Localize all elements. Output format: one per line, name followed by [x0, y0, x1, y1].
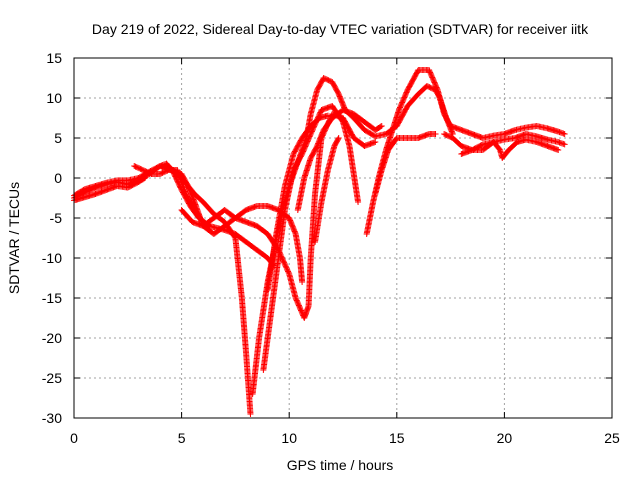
- data-point: [285, 269, 292, 276]
- y-tick-label: 15: [46, 50, 62, 66]
- y-tick-label: 0: [54, 170, 62, 186]
- series-trace-7: [294, 107, 385, 213]
- data-point: [372, 139, 379, 145]
- y-tick-label: -5: [50, 210, 63, 226]
- data-point: [307, 131, 314, 137]
- series-trace-2: [71, 163, 254, 417]
- data-point: [247, 411, 254, 417]
- data-point: [432, 131, 439, 137]
- y-tick-label: -15: [42, 290, 62, 306]
- data-point: [279, 255, 286, 262]
- data-point: [281, 260, 288, 267]
- data-point: [355, 199, 362, 205]
- y-tick-label: -20: [42, 330, 62, 346]
- plot-frame: [73, 57, 613, 419]
- y-tick-label: 5: [54, 130, 62, 146]
- tick-layer: 0 5 10 15 20 25 -30 -25 -20 -15 -10 -5 0 5 10 15: [42, 50, 620, 446]
- data-point: [377, 123, 384, 130]
- x-axis-label: GPS time / hours: [287, 457, 394, 473]
- series-trace-6: [260, 103, 362, 373]
- x-tick-label: 15: [389, 430, 405, 446]
- y-tick-label: 10: [46, 90, 62, 106]
- data-point: [378, 123, 385, 129]
- chart-title: Day 219 of 2022, Sidereal Day-to-day VTE…: [92, 21, 589, 37]
- data-point: [281, 259, 288, 266]
- data-point: [279, 257, 286, 264]
- data-point: [324, 112, 331, 119]
- x-tick-label: 0: [70, 430, 78, 446]
- data-point: [142, 175, 149, 181]
- data-point: [206, 223, 213, 229]
- series-trace-13: [458, 136, 562, 161]
- data-point: [231, 233, 238, 240]
- series-trace-9: [312, 135, 342, 245]
- data-point: [561, 141, 568, 148]
- data-point: [140, 175, 147, 182]
- data-point: [308, 128, 315, 135]
- data-point: [555, 147, 562, 153]
- x-tick-label: 5: [178, 430, 186, 446]
- data-point: [434, 85, 441, 92]
- x-tick-label: 20: [497, 430, 513, 446]
- y-tick-label: -10: [42, 250, 62, 266]
- data-point: [335, 136, 342, 143]
- data-point: [282, 263, 289, 270]
- data-point: [283, 264, 290, 271]
- series-trace-1: [71, 160, 278, 269]
- data-point: [307, 132, 314, 139]
- data-point: [280, 258, 287, 265]
- x-tick-label: 25: [604, 430, 620, 446]
- data-point: [205, 222, 212, 229]
- x-tick-label: 10: [281, 430, 297, 446]
- data-point: [335, 135, 342, 141]
- series-trace-8: [264, 112, 331, 293]
- data-point: [308, 129, 315, 136]
- series-trace-14: [131, 163, 213, 229]
- y-tick-label: -30: [42, 410, 62, 426]
- data-point: [299, 279, 306, 285]
- y-axis-label: SDTVAR / TECUs: [6, 182, 22, 294]
- data-point: [283, 265, 290, 272]
- data-point: [561, 131, 568, 137]
- data-point: [282, 262, 289, 269]
- data-point: [285, 268, 292, 275]
- series-trace-15: [71, 175, 149, 204]
- y-tick-label: -25: [42, 370, 62, 386]
- series-trace-11: [372, 131, 439, 197]
- data-layer: [71, 67, 568, 417]
- data-point: [284, 267, 291, 274]
